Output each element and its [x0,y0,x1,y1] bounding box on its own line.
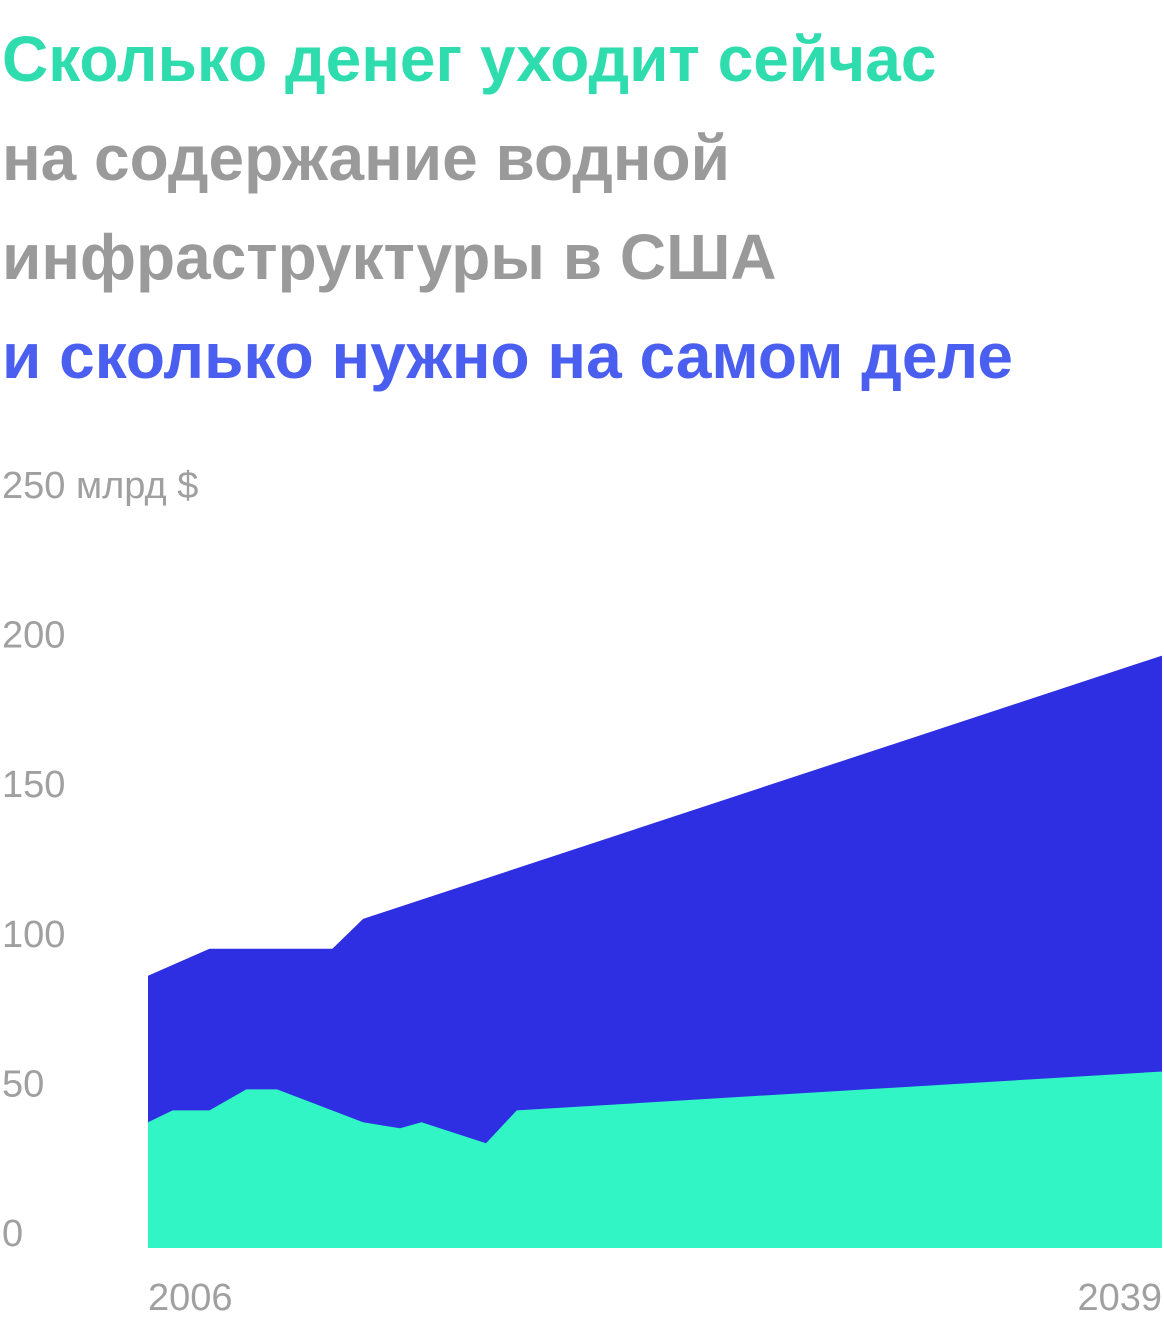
title-line-2: на содержание водной [2,122,730,194]
y-tick-label: 250 млрд $ [2,465,198,507]
x-tick-label: 2006 [148,1277,233,1319]
y-tick-label: 100 [2,914,65,956]
title-line-spending: Сколько денег уходит сейчас [2,23,937,95]
y-tick-label: 150 [2,764,65,806]
y-axis-ticks: 0 50 100 150 200 250 млрд $ [2,465,198,1255]
y-tick-label: 50 [2,1063,44,1105]
chart-title: Сколько денег уходит сейчас на содержани… [2,10,1013,406]
title-line-needed: и сколько нужно на самом деле [2,320,1013,392]
y-tick-label: 200 [2,615,65,657]
x-axis-ticks: 2006 2039 [148,1277,1162,1319]
spending-area [148,1071,1162,1248]
title-line-3: инфраструктуры в США [2,221,777,293]
chart-areas [148,655,1162,1248]
y-tick-label: 0 [2,1213,23,1255]
x-tick-label: 2039 [1077,1277,1162,1319]
